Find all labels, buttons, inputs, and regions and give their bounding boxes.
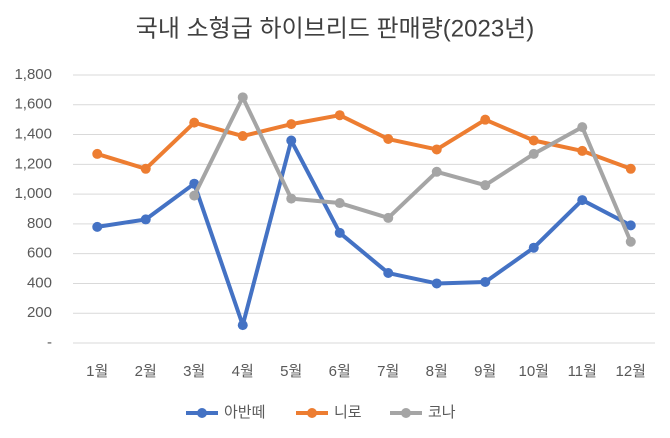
data-point: [92, 148, 103, 159]
data-point: [334, 198, 345, 209]
legend-marker: [307, 408, 317, 418]
x-tick-label: 4월: [232, 363, 254, 380]
y-tick-label: 1,400: [14, 126, 52, 143]
data-point: [431, 166, 442, 177]
legend-label: 아반떼: [224, 404, 265, 421]
data-point: [528, 135, 539, 146]
legend-label: 니로: [334, 404, 362, 421]
data-point: [577, 122, 588, 133]
data-point: [480, 114, 491, 125]
x-tick-label: 2월: [135, 363, 157, 380]
data-point: [383, 134, 394, 145]
x-tick-label: 8월: [426, 363, 448, 380]
data-point: [334, 227, 345, 238]
x-tick-label: 9월: [474, 363, 496, 380]
x-tick-label: 10월: [519, 363, 550, 380]
series-line: [192, 95, 633, 243]
data-point: [237, 320, 248, 331]
data-point: [577, 195, 588, 206]
data-point: [92, 221, 103, 232]
y-tick-label: -: [47, 334, 52, 351]
data-point: [383, 212, 394, 223]
data-point: [480, 180, 491, 191]
data-point: [286, 135, 297, 146]
data-point: [528, 148, 539, 159]
y-tick-label: 1,800: [14, 66, 52, 83]
data-point: [189, 190, 200, 201]
data-point: [577, 145, 588, 156]
y-tick-label: 1,200: [14, 155, 52, 172]
x-tick-label: 6월: [329, 363, 351, 380]
x-tick-label: 7월: [377, 363, 399, 380]
legend-marker: [401, 408, 411, 418]
x-tick-label: 3월: [183, 363, 205, 380]
legend-label: 코나: [428, 404, 456, 421]
data-point: [431, 278, 442, 289]
data-point: [625, 236, 636, 247]
data-point: [383, 268, 394, 279]
y-tick-label: 1,600: [14, 96, 52, 113]
data-point: [286, 193, 297, 204]
y-tick-label: 1,000: [14, 185, 52, 202]
data-point: [528, 242, 539, 253]
data-point: [189, 117, 200, 128]
data-point: [625, 220, 636, 231]
x-tick-label: 12월: [616, 363, 647, 380]
series-line: [96, 113, 632, 171]
x-tick-label: 11월: [568, 363, 597, 380]
data-point: [431, 144, 442, 155]
data-point: [625, 163, 636, 174]
legend-marker: [197, 408, 207, 418]
data-point: [237, 92, 248, 103]
series-line: [96, 138, 632, 328]
data-point: [237, 131, 248, 142]
y-tick-label: 800: [27, 215, 52, 232]
data-point: [334, 110, 345, 121]
x-tick-label: 5월: [280, 363, 302, 380]
data-point: [140, 214, 151, 225]
data-point: [286, 119, 297, 130]
data-point: [480, 276, 491, 287]
y-tick-label: 200: [27, 304, 52, 321]
chart-title: 국내 소형급 하이브리드 판매량(2023년): [136, 15, 535, 42]
data-point: [140, 163, 151, 174]
y-tick-label: 600: [27, 245, 52, 262]
y-tick-label: 400: [27, 274, 52, 291]
x-tick-label: 1월: [86, 363, 108, 380]
